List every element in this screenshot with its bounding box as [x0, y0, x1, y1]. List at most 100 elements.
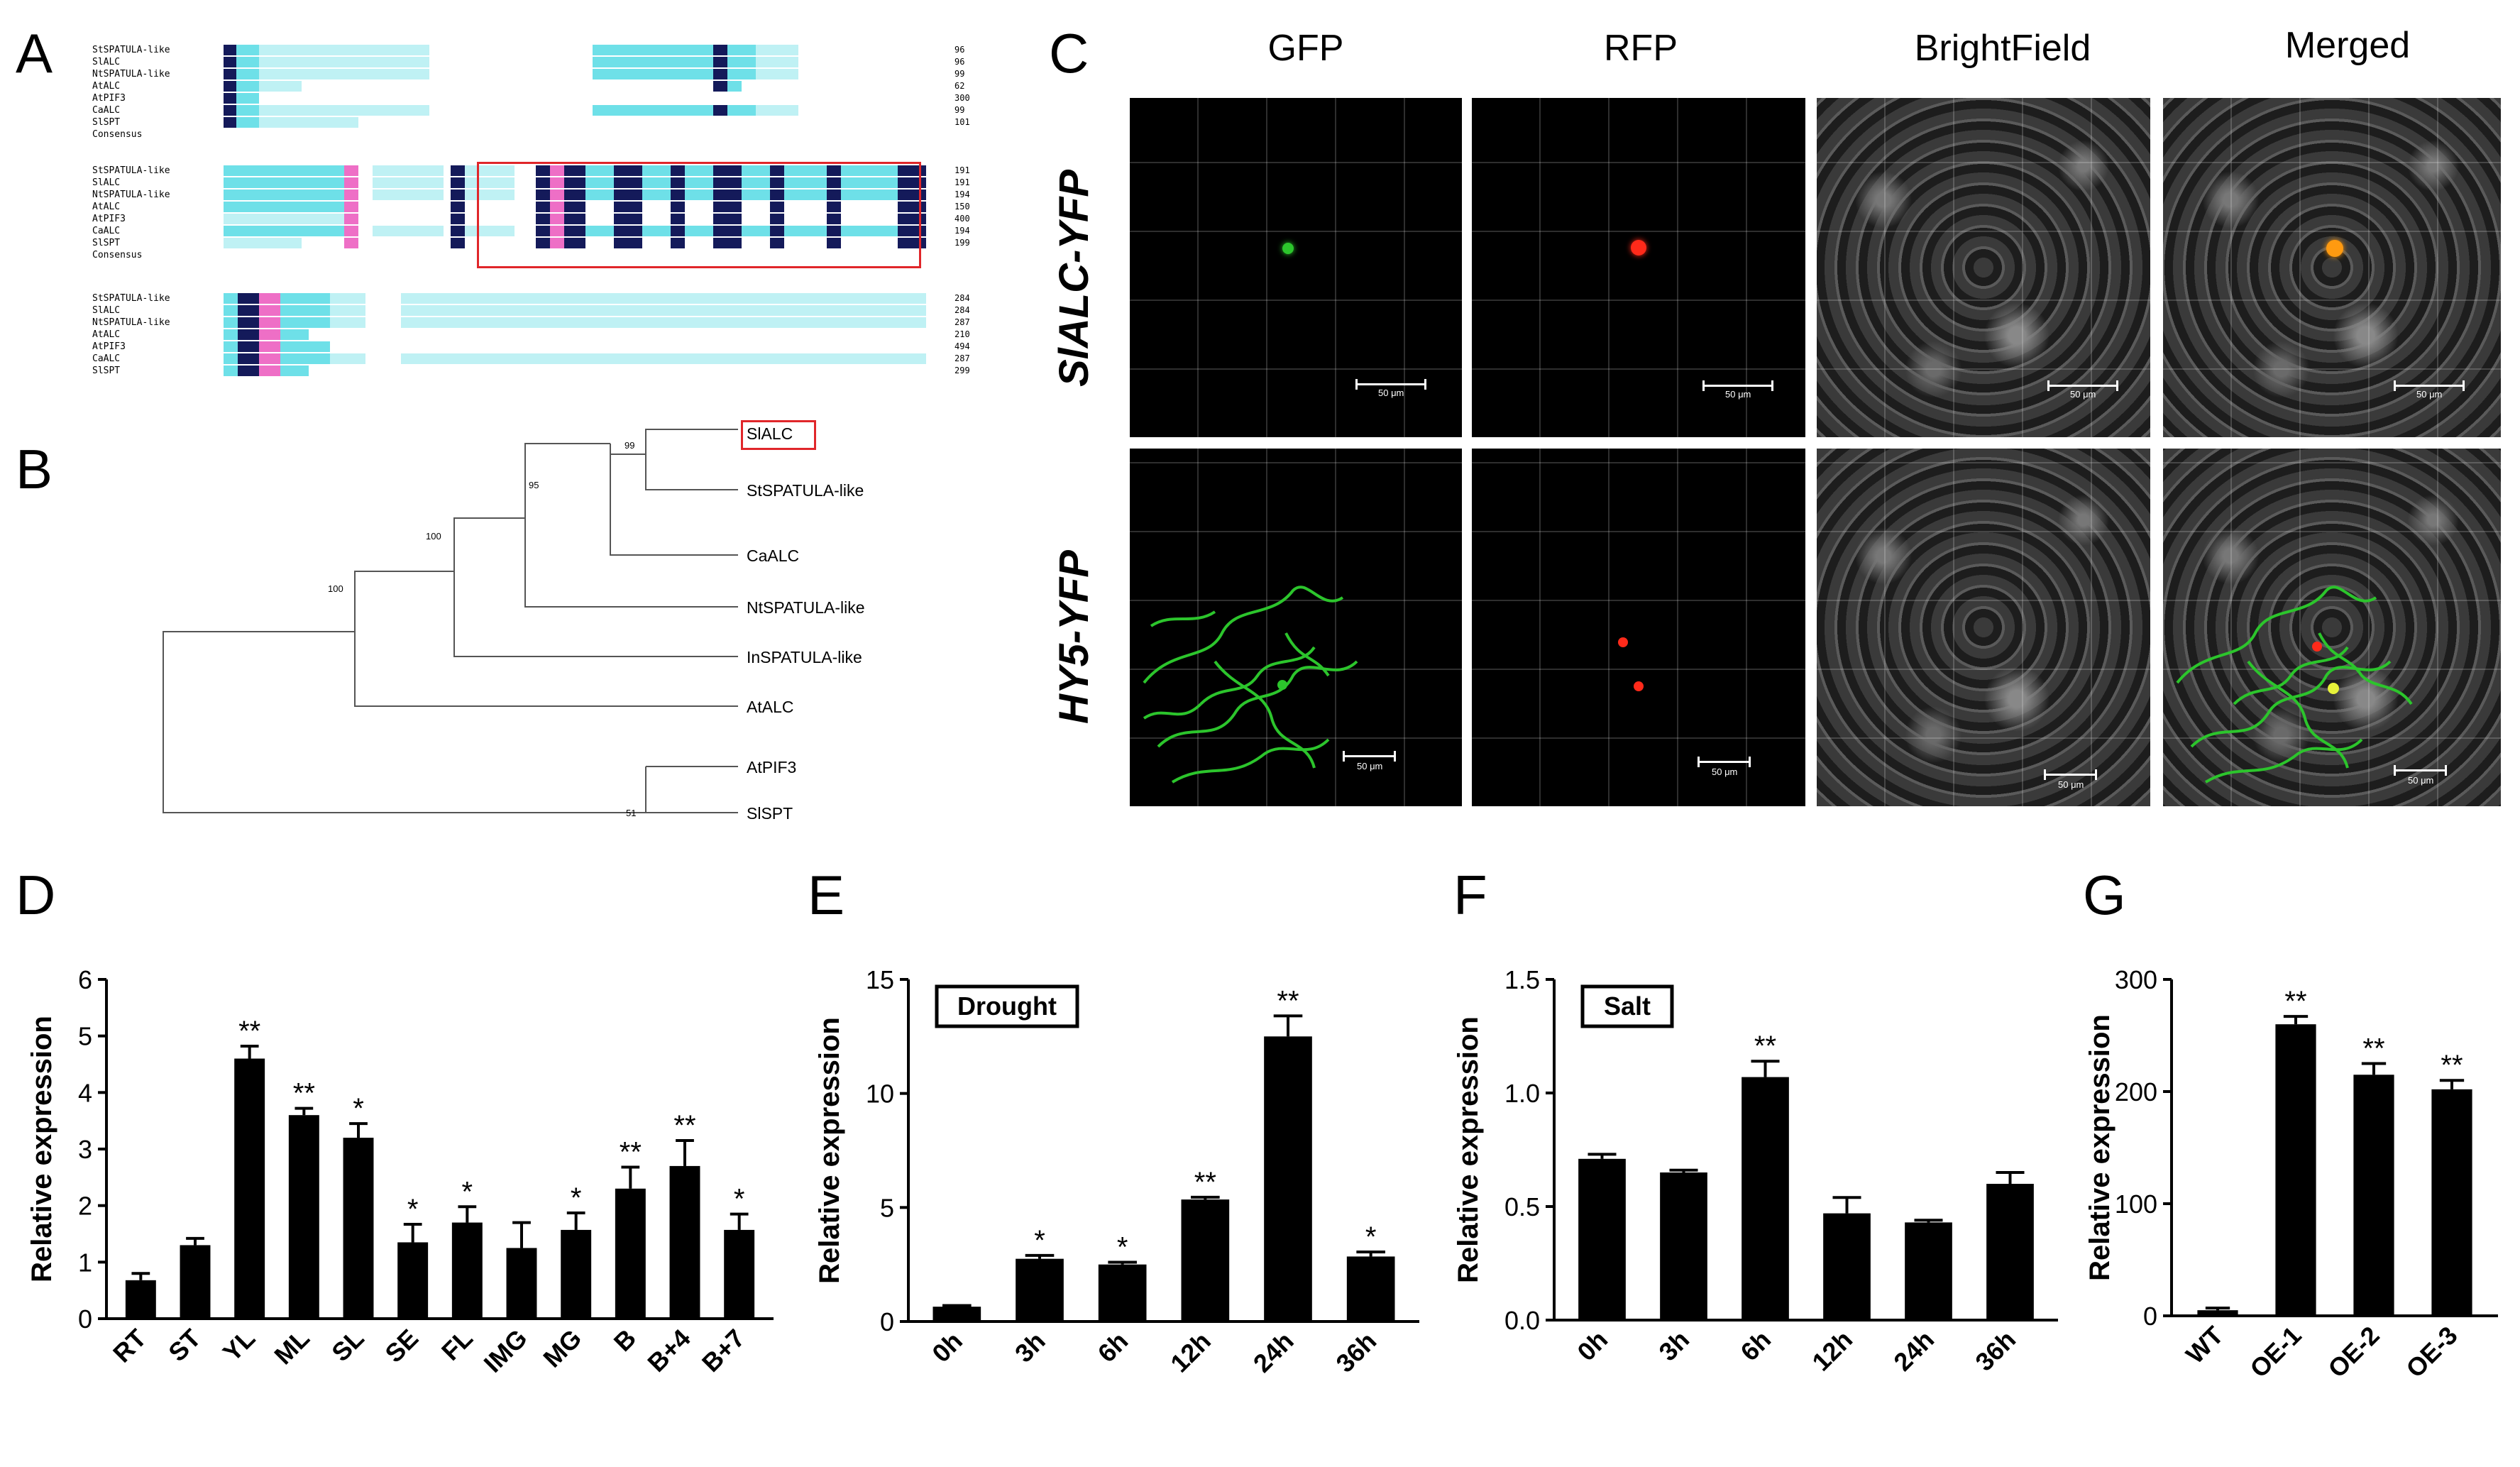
image-hy5-gfp: 50 μm	[1130, 449, 1462, 806]
alignment-sequence-track	[216, 366, 954, 376]
alignment-position-number: 96	[954, 45, 965, 55]
bar	[1181, 1199, 1230, 1322]
alignment-sequence-name: CaALC	[92, 353, 121, 364]
y-tick-label: 0	[78, 1304, 92, 1334]
alignment-row: Consensus	[92, 128, 972, 141]
bar	[932, 1307, 981, 1322]
bootstrap-value: 95	[529, 480, 539, 490]
highlight-box-domain	[477, 162, 921, 268]
x-tick-label: 24h	[1888, 1325, 1939, 1377]
x-tick-label: 3h	[1009, 1326, 1051, 1368]
significance-marker: **	[1194, 1167, 1216, 1198]
alignment-row: StSPATULA-like 96	[92, 44, 972, 56]
alignment-row: Consensus	[92, 249, 972, 261]
legend-label: Salt	[1604, 991, 1651, 1021]
alignment-position-number: 494	[954, 341, 970, 351]
x-tick-label: 36h	[1969, 1325, 2021, 1377]
alignment-row: CaALC 194	[92, 225, 972, 237]
bar	[2431, 1089, 2472, 1316]
significance-marker: *	[353, 1093, 364, 1124]
bar	[1578, 1158, 1626, 1320]
bootstrap-value: 100	[328, 583, 343, 594]
alignment-sequence-track	[216, 129, 954, 140]
nucleus-signal	[1631, 240, 1646, 256]
x-tick-label: 36h	[1330, 1326, 1382, 1378]
y-tick-label: 0	[880, 1307, 894, 1336]
alignment-sequence-name: AtALC	[92, 81, 121, 92]
alignment-sequence-name: Consensus	[92, 250, 143, 260]
alignment-sequence-name: NtSPATULA-like	[92, 189, 170, 200]
alignment-row: NtSPATULA-like 287	[92, 317, 972, 329]
scale-label: 50 μm	[1712, 767, 1738, 777]
alignment-row: SlALC 191	[92, 177, 972, 189]
significance-marker: **	[2441, 1050, 2463, 1081]
alignment-position-number: 210	[954, 329, 970, 339]
alignment-sequence-name: StSPATULA-like	[92, 45, 170, 55]
y-tick-label: 4	[78, 1078, 92, 1107]
y-tick-label: 0.0	[1504, 1306, 1540, 1335]
image-slalc-brightfield: 50 μm	[1817, 98, 2150, 437]
x-tick-label: ML	[268, 1324, 315, 1370]
y-axis-label: Relative expression	[1453, 1016, 1484, 1283]
row-title-hy5-yfp: HY5-YFP	[1051, 550, 1097, 724]
alignment-position-number: 191	[954, 165, 970, 175]
panel-letter-e: E	[808, 864, 845, 926]
bar	[2275, 1024, 2316, 1316]
image-hy5-brightfield: 50 μm	[1817, 449, 2150, 806]
bar	[1823, 1213, 1871, 1320]
alignment-sequence-track	[216, 341, 954, 352]
x-tick-label: B+7	[696, 1324, 750, 1378]
tree-leaf-stspatula: StSPATULA-like	[747, 481, 864, 500]
y-tick-label: 1.0	[1504, 1079, 1540, 1108]
x-tick-label: OE-1	[2244, 1321, 2306, 1383]
alignment-position-number: 101	[954, 117, 970, 127]
chart-e: 0 5 10 15 Relative expression Drought 0h * 3h * 6h…	[814, 965, 1419, 1378]
alignment-row: AtALC 62	[92, 80, 972, 92]
x-tick-label: 3h	[1653, 1325, 1695, 1367]
column-title-brightfield: BrightField	[1914, 28, 2091, 69]
alignment-sequence-name: SlSPT	[92, 238, 121, 248]
bar	[234, 1058, 265, 1319]
significance-marker: *	[1365, 1221, 1377, 1253]
alignment-sequence-track	[216, 105, 954, 116]
alignment-sequence-track	[216, 293, 954, 304]
scale-bar	[2047, 380, 2118, 391]
alignment-sequence-name: NtSPATULA-like	[92, 317, 170, 328]
x-tick-label: 12h	[1806, 1325, 1858, 1377]
alignment-sequence-name: AtPIF3	[92, 93, 126, 104]
alignment-position-number: 287	[954, 317, 970, 327]
bootstrap-value: 100	[426, 531, 441, 542]
alignment-sequence-name: StSPATULA-like	[92, 165, 170, 176]
x-tick-label: B	[608, 1324, 642, 1357]
bootstrap-value: 51	[626, 808, 637, 818]
x-tick-label: 24h	[1248, 1326, 1299, 1378]
alignment-sequence-track	[216, 117, 954, 128]
x-tick-label: YL	[217, 1324, 261, 1368]
tree-svg	[163, 429, 738, 813]
alignment-position-number: 287	[954, 353, 970, 363]
alignment-row: AtPIF3 494	[92, 341, 972, 353]
alignment-row: CaALC 99	[92, 104, 972, 116]
x-tick-label: FL	[436, 1324, 478, 1366]
tree-leaf-atalc: AtALC	[747, 698, 794, 716]
y-tick-label: 5	[78, 1022, 92, 1051]
alignment-sequence-name: SlALC	[92, 305, 121, 316]
bar	[343, 1138, 374, 1319]
panel-letter-d: D	[16, 864, 56, 926]
x-tick-label: B+4	[642, 1324, 695, 1378]
alignment-position-number: 284	[954, 293, 970, 303]
alignment-sequence-name: AtALC	[92, 329, 121, 340]
scale-bar	[2044, 769, 2097, 780]
alignment-sequence-name: SlALC	[92, 177, 121, 188]
panel-letter-c: C	[1049, 22, 1089, 84]
x-tick-label: 12h	[1165, 1326, 1216, 1378]
alignment-position-number: 191	[954, 177, 970, 187]
alignment-row: AtPIF3 300	[92, 92, 972, 104]
y-axis-label: Relative expression	[26, 1016, 57, 1282]
column-title-merged: Merged	[2284, 25, 2411, 66]
alignment-position-number: 299	[954, 366, 970, 375]
bar	[669, 1165, 700, 1319]
alignment-sequence-name: SlSPT	[92, 117, 121, 128]
bar	[2353, 1075, 2394, 1316]
